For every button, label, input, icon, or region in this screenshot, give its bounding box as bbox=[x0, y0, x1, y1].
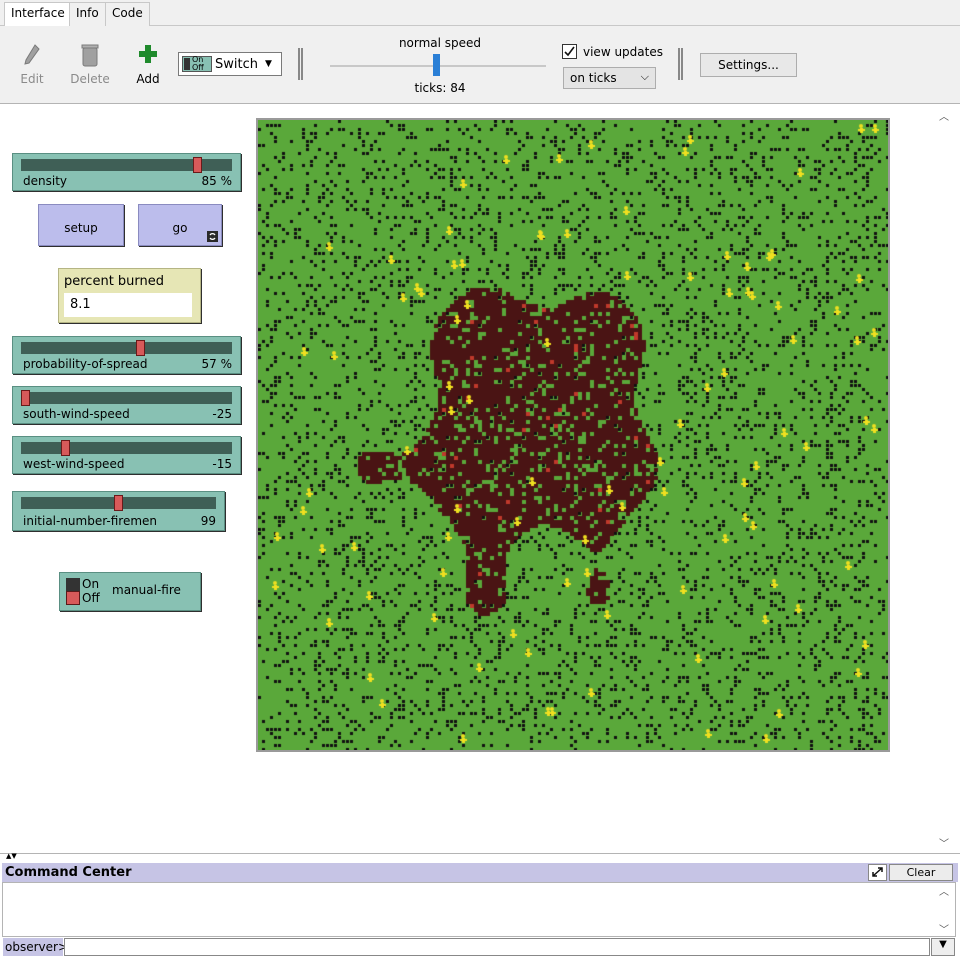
speed-label: normal speed bbox=[398, 36, 482, 50]
slider-name: south-wind-speed bbox=[23, 407, 130, 421]
split-pane-divider[interactable]: ▲▼ bbox=[0, 852, 960, 863]
switch-name: manual-fire bbox=[112, 583, 181, 597]
add-button[interactable]: Add bbox=[126, 42, 170, 86]
chevron-down-icon[interactable]: ﹀ bbox=[939, 925, 949, 936]
go-button-label: go bbox=[172, 221, 188, 235]
plus-icon bbox=[139, 45, 157, 63]
view-updates-label: view updates bbox=[583, 45, 663, 59]
slider-value: 85 % bbox=[201, 174, 233, 188]
setup-button[interactable]: setup bbox=[38, 204, 124, 246]
view-updates-checkbox[interactable] bbox=[562, 44, 577, 59]
settings-button[interactable]: Settings... bbox=[700, 53, 797, 77]
switch-widget-on: On bbox=[192, 55, 204, 64]
edit-button[interactable]: Edit bbox=[10, 42, 54, 86]
slider-thumb[interactable] bbox=[61, 440, 71, 456]
slider-value: -25 bbox=[212, 407, 232, 421]
tab-bar: Interface Info Code bbox=[0, 0, 960, 27]
tab-interface[interactable]: Interface bbox=[4, 2, 72, 27]
switch-off-label: Off bbox=[82, 591, 100, 605]
command-center-title: Command Center bbox=[2, 863, 958, 882]
slider-track[interactable] bbox=[21, 442, 232, 454]
chevron-up-icon[interactable]: ︿ bbox=[939, 112, 949, 123]
west-wind-speed-slider[interactable]: west-wind-speed -15 bbox=[12, 436, 241, 474]
chevron-down-icon[interactable]: ﹀ bbox=[939, 839, 949, 850]
monitor-label: percent burned bbox=[64, 274, 165, 289]
expand-icon[interactable] bbox=[868, 864, 887, 881]
switch-knob[interactable] bbox=[66, 591, 80, 605]
checkmark-icon bbox=[564, 46, 575, 57]
manual-fire-switch[interactable]: On Off manual-fire bbox=[59, 572, 201, 611]
chevron-down-icon: ⌵ bbox=[640, 70, 649, 83]
slider-thumb[interactable] bbox=[136, 340, 146, 356]
monitor-value: 8.1 bbox=[64, 293, 192, 317]
slider-thumb[interactable] bbox=[192, 157, 202, 173]
switch-widget-knob bbox=[184, 58, 190, 70]
slider-track[interactable] bbox=[21, 392, 232, 404]
probability-of-spread-slider[interactable]: probability-of-spread 57 % bbox=[12, 336, 241, 374]
collapse-icon[interactable]: ▲▼ bbox=[6, 852, 17, 860]
slider-name: west-wind-speed bbox=[23, 457, 125, 471]
chevron-up-icon[interactable]: ︿ bbox=[939, 887, 949, 898]
slider-value: 99 bbox=[200, 514, 216, 528]
speed-slider-thumb[interactable] bbox=[433, 54, 440, 76]
slider-track[interactable] bbox=[21, 342, 232, 354]
trash-icon bbox=[81, 44, 99, 67]
history-dropdown[interactable]: ▼ bbox=[931, 938, 955, 956]
switch-widget-icon: On Off bbox=[182, 56, 212, 72]
toolbar-separator bbox=[678, 48, 683, 80]
update-mode-value: on ticks bbox=[570, 71, 617, 85]
slider-name: density bbox=[23, 174, 67, 188]
add-label: Add bbox=[136, 72, 160, 86]
switch-widget-off: Off bbox=[192, 63, 204, 72]
tab-code[interactable]: Code bbox=[105, 2, 150, 26]
command-output: ︿ ﹀ bbox=[2, 882, 956, 937]
percent-burned-monitor: percent burned 8.1 bbox=[58, 268, 201, 323]
world-view[interactable] bbox=[256, 118, 890, 752]
world-canvas[interactable] bbox=[258, 120, 888, 750]
clear-button[interactable]: Clear bbox=[889, 864, 953, 881]
delete-button[interactable]: Delete bbox=[68, 42, 112, 86]
toolbar-separator bbox=[298, 48, 303, 80]
widget-type-label: Switch bbox=[215, 57, 258, 72]
interface-scrollbar[interactable]: ︿ ﹀ bbox=[932, 104, 958, 852]
update-mode-select[interactable]: on ticks ⌵ bbox=[563, 67, 656, 89]
slider-thumb[interactable] bbox=[114, 495, 123, 511]
density-slider[interactable]: density 85 % bbox=[12, 153, 241, 191]
tab-info[interactable]: Info bbox=[69, 2, 106, 26]
initial-number-firemen-slider[interactable]: initial-number-firemen 99 bbox=[12, 491, 225, 531]
expand-arrows-icon bbox=[872, 867, 883, 877]
slider-track[interactable] bbox=[21, 159, 232, 171]
go-button[interactable]: go bbox=[138, 204, 222, 246]
command-input[interactable] bbox=[64, 938, 930, 956]
agent-type-selector[interactable]: observer> bbox=[3, 938, 68, 956]
switch-track[interactable] bbox=[66, 578, 80, 605]
slider-thumb[interactable] bbox=[21, 390, 30, 406]
pencil-icon bbox=[24, 44, 40, 65]
south-wind-speed-slider[interactable]: south-wind-speed -25 bbox=[12, 386, 241, 424]
forever-icon bbox=[207, 231, 218, 242]
chevron-down-icon: ▼ bbox=[265, 59, 272, 69]
slider-value: 57 % bbox=[201, 357, 233, 371]
slider-name: initial-number-firemen bbox=[23, 514, 158, 528]
edit-label: Edit bbox=[20, 72, 44, 86]
delete-label: Delete bbox=[70, 72, 110, 86]
chevron-down-icon: ▼ bbox=[939, 939, 947, 950]
slider-name: probability-of-spread bbox=[23, 357, 148, 371]
toolbar: Edit Delete Add On Off Switch ▼ normal s… bbox=[0, 26, 960, 104]
slider-value: -15 bbox=[212, 457, 232, 471]
switch-on-label: On bbox=[82, 577, 100, 591]
ticks-counter: ticks: 84 bbox=[414, 81, 466, 95]
widget-type-dropdown[interactable]: On Off Switch ▼ bbox=[178, 52, 282, 76]
